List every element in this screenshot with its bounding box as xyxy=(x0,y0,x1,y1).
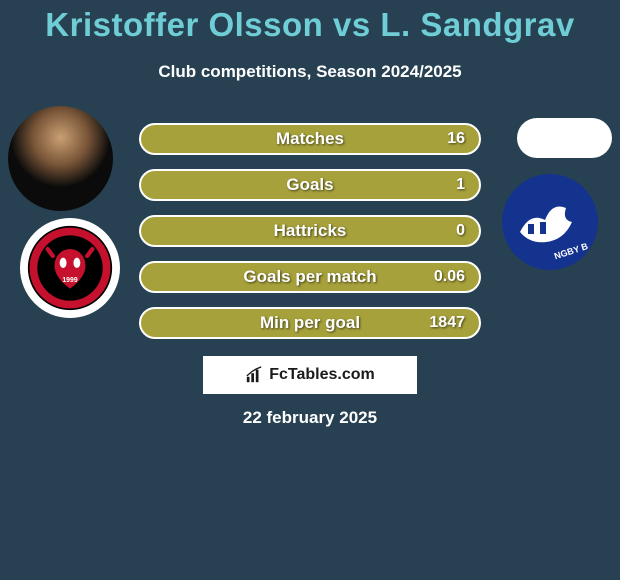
midtjylland-icon: 1999 xyxy=(27,225,113,311)
stat-value: 1 xyxy=(456,176,465,194)
club-left-logo: 1999 xyxy=(20,218,120,318)
stat-value: 16 xyxy=(447,130,465,148)
branding-badge: FcTables.com xyxy=(203,356,417,394)
stat-label: Min per goal xyxy=(260,313,360,333)
stat-value: 1847 xyxy=(429,314,465,332)
player-left-face xyxy=(8,106,113,211)
comparison-card: Kristoffer Olsson vs L. Sandgrav Club co… xyxy=(0,0,620,580)
player-left-avatar xyxy=(8,106,113,211)
stat-row-goals: Goals 1 xyxy=(139,169,481,201)
season-subtitle: Club competitions, Season 2024/2025 xyxy=(0,62,620,82)
stat-label: Hattricks xyxy=(274,221,347,241)
page-title: Kristoffer Olsson vs L. Sandgrav xyxy=(0,6,620,44)
bars-icon xyxy=(245,366,263,384)
comparison-date: 22 february 2025 xyxy=(0,408,620,428)
lyngby-icon: NGBY B xyxy=(500,172,600,272)
club-right-logo: NGBY B xyxy=(500,172,600,272)
stat-row-matches: Matches 16 xyxy=(139,123,481,155)
stat-label: Goals xyxy=(286,175,333,195)
branding-text: FcTables.com xyxy=(269,366,375,384)
stat-row-gpm: Goals per match 0.06 xyxy=(139,261,481,293)
stat-value: 0 xyxy=(456,222,465,240)
stat-value: 0.06 xyxy=(434,268,465,286)
stat-row-hattricks: Hattricks 0 xyxy=(139,215,481,247)
stat-row-mpg: Min per goal 1847 xyxy=(139,307,481,339)
club-left-year: 1999 xyxy=(62,277,77,284)
stat-label: Matches xyxy=(276,129,344,149)
player-right-avatar xyxy=(517,118,612,158)
stat-label: Goals per match xyxy=(243,267,376,287)
